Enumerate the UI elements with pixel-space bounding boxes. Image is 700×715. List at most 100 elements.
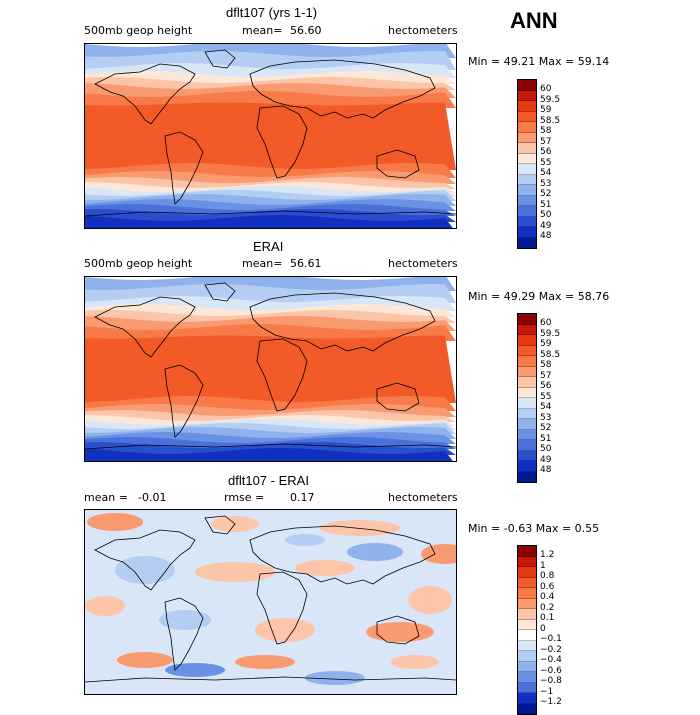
panel3-rmse-label: rmse = bbox=[224, 491, 265, 504]
colorbar-tick-label: 50 bbox=[540, 210, 552, 220]
coastline bbox=[256, 105, 308, 179]
colorbar-tick-label: 54 bbox=[540, 402, 552, 412]
colorbar-tick-label: −0.6 bbox=[540, 665, 562, 676]
coastline bbox=[256, 338, 308, 412]
coastline bbox=[256, 571, 308, 645]
anomaly-blob bbox=[87, 513, 143, 531]
colorbar-swatch bbox=[518, 101, 536, 112]
coastline bbox=[94, 529, 196, 591]
coastline bbox=[94, 296, 196, 358]
colorbar-tick-label: 54 bbox=[540, 168, 552, 178]
colorbar-tick-label: 0.8 bbox=[540, 571, 555, 581]
contour-band bbox=[85, 310, 456, 323]
colorbar-tick-label: 56 bbox=[540, 147, 552, 157]
panel1-min-value: 49.21 bbox=[503, 55, 536, 68]
colorbar-swatch bbox=[518, 556, 536, 567]
colorbar-swatch bbox=[518, 440, 536, 451]
colorbar-tick-label: 53 bbox=[540, 178, 552, 189]
colorbar-tick-label: 0.2 bbox=[540, 602, 555, 613]
colorbar-swatch bbox=[518, 429, 536, 440]
coastline bbox=[376, 149, 420, 179]
panel2-colorbar bbox=[517, 313, 537, 483]
panel3-map bbox=[84, 509, 457, 695]
contour-band bbox=[85, 102, 456, 170]
colorbar-tick-label: 0 bbox=[540, 623, 546, 634]
colorbar-tick-label: 59.5 bbox=[540, 328, 561, 339]
colorbar-swatch bbox=[518, 387, 536, 398]
colorbar-tick-label: 59 bbox=[540, 105, 552, 115]
colorbar-tick-label: 57 bbox=[540, 136, 552, 147]
coastline bbox=[204, 282, 236, 302]
colorbar-swatch bbox=[518, 693, 536, 704]
colorbar-swatch bbox=[518, 567, 536, 578]
colorbar-tick-label: 60 bbox=[540, 318, 552, 328]
coastline bbox=[94, 63, 196, 125]
panel1-minmax: Min = 49.21 Max = 59.14 bbox=[468, 55, 609, 68]
panel3-rmse-value: 0.17 bbox=[290, 491, 315, 504]
coastline bbox=[85, 676, 456, 683]
anomaly-blob bbox=[366, 622, 434, 642]
colorbar-tick-label: 48 bbox=[540, 465, 552, 475]
anomaly-blob bbox=[347, 543, 403, 561]
colorbar-swatch bbox=[518, 227, 536, 238]
contour-band bbox=[85, 77, 456, 90]
colorbar-swatch bbox=[518, 143, 536, 154]
colorbar-swatch bbox=[518, 335, 536, 346]
panel2-min-label: Min = bbox=[468, 290, 501, 303]
panel2-mean-label: mean= bbox=[242, 257, 283, 270]
colorbar-tick-label: 51 bbox=[540, 433, 552, 444]
panel2-colorbar-labels: 60 59.5 59 58.5 58 57 56 55 54 53 52 51 50 49 48 bbox=[540, 318, 560, 476]
colorbar-tick-label: 58 bbox=[540, 360, 552, 370]
anomaly-blob bbox=[165, 663, 225, 677]
colorbar-swatch bbox=[518, 80, 536, 91]
anomaly-blob bbox=[391, 655, 439, 669]
coastline bbox=[164, 597, 204, 671]
coastline bbox=[376, 615, 420, 645]
panel3-max-label: Max = bbox=[535, 522, 572, 535]
panel1-mean-label: mean= bbox=[242, 24, 283, 37]
panel3-title: dflt107 - ERAI bbox=[228, 473, 309, 488]
colorbar-tick-label: 59 bbox=[540, 339, 552, 349]
colorbar-tick-label: 0.6 bbox=[540, 581, 555, 592]
colorbar-tick-label: 1 bbox=[540, 560, 546, 571]
colorbar-swatch bbox=[518, 471, 536, 482]
colorbar-tick-label: 52 bbox=[540, 189, 552, 199]
colorbar-tick-label: 58 bbox=[540, 126, 552, 136]
panel2-units: hectometers bbox=[388, 257, 458, 270]
coastline bbox=[376, 382, 420, 412]
panel2-title: ERAI bbox=[253, 239, 284, 254]
panel1-max-value: 59.14 bbox=[577, 55, 610, 68]
anomaly-blob bbox=[305, 671, 365, 685]
colorbar-swatch bbox=[518, 122, 536, 133]
colorbar-tick-label: 57 bbox=[540, 370, 552, 381]
colorbar-swatch bbox=[518, 408, 536, 419]
colorbar-swatch bbox=[518, 237, 536, 248]
colorbar-tick-label: −0.2 bbox=[540, 644, 562, 655]
panel2-min-value: 49.29 bbox=[503, 290, 536, 303]
anomaly-blob bbox=[285, 534, 325, 546]
colorbar-tick-label: 0.4 bbox=[540, 592, 555, 602]
colorbar-tick-label: 52 bbox=[540, 423, 552, 433]
anomaly-blob bbox=[85, 596, 125, 616]
colorbar-swatch bbox=[518, 90, 536, 101]
colorbar-swatch bbox=[518, 672, 536, 683]
anomaly-blob bbox=[320, 520, 400, 536]
contour-band bbox=[85, 448, 453, 461]
colorbar-tick-label: −1 bbox=[540, 686, 554, 697]
panel3-mean-label: mean = bbox=[84, 491, 128, 504]
panel3-min-value: -0.63 bbox=[503, 522, 533, 535]
anomaly-blob bbox=[255, 618, 315, 642]
colorbar-swatch bbox=[518, 651, 536, 662]
colorbar-swatch bbox=[518, 640, 536, 651]
anomaly-blob bbox=[195, 562, 275, 582]
colorbar-swatch bbox=[518, 703, 536, 714]
coastline bbox=[164, 364, 204, 438]
anomaly-blob bbox=[159, 610, 211, 630]
colorbar-swatch bbox=[518, 206, 536, 217]
panel3-colorbar bbox=[517, 545, 537, 715]
colorbar-tick-label: 60 bbox=[540, 84, 552, 94]
panel2-map bbox=[84, 276, 457, 462]
anomaly-blob bbox=[235, 655, 295, 669]
panel1-colorbar-labels: 60 59.5 59 58.5 58 57 56 55 54 53 52 51 50 49 48 bbox=[540, 84, 560, 242]
colorbar-swatch bbox=[518, 345, 536, 356]
